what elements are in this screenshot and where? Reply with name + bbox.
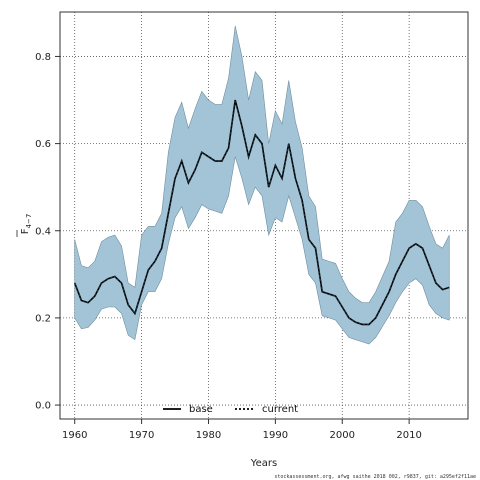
- x-tick-label: 1960: [62, 430, 87, 441]
- y-tick-label: 0.4: [35, 226, 51, 237]
- y-axis-label-subscript: 4−7: [25, 214, 33, 229]
- x-tick-label: 2000: [330, 430, 355, 441]
- legend-label-base: base: [189, 404, 213, 415]
- confidence-band: [74, 25, 450, 345]
- x-tick-label: 1970: [129, 430, 154, 441]
- y-tick-label: 0.8: [35, 52, 51, 63]
- y-axis-label-main: F: [20, 228, 31, 234]
- legend-label-current: current: [262, 404, 298, 415]
- y-axis-label: F4−7: [16, 214, 33, 237]
- x-tick-label: 1980: [196, 430, 221, 441]
- legend: base current: [163, 404, 298, 415]
- y-tick-label: 0.2: [35, 313, 51, 324]
- x-axis: 1960 1970 1980 1990 2000 2010: [62, 419, 422, 441]
- x-axis-label: Years: [250, 458, 277, 469]
- svg-text:F4−7: F4−7: [20, 214, 33, 235]
- y-axis: 0.0 0.2 0.4 0.6 0.8: [35, 52, 60, 412]
- x-tick-label: 2010: [396, 430, 421, 441]
- y-tick-label: 0.0: [35, 401, 51, 412]
- x-tick-label: 1990: [263, 430, 288, 441]
- series-line-current: [73, 99, 450, 326]
- plot-frame: [59, 11, 469, 420]
- footer-note: stockassessment.org, afwg saithe 2018 00…: [274, 474, 476, 480]
- grid-lines: [60, 12, 468, 419]
- y-tick-label: 0.6: [35, 139, 51, 150]
